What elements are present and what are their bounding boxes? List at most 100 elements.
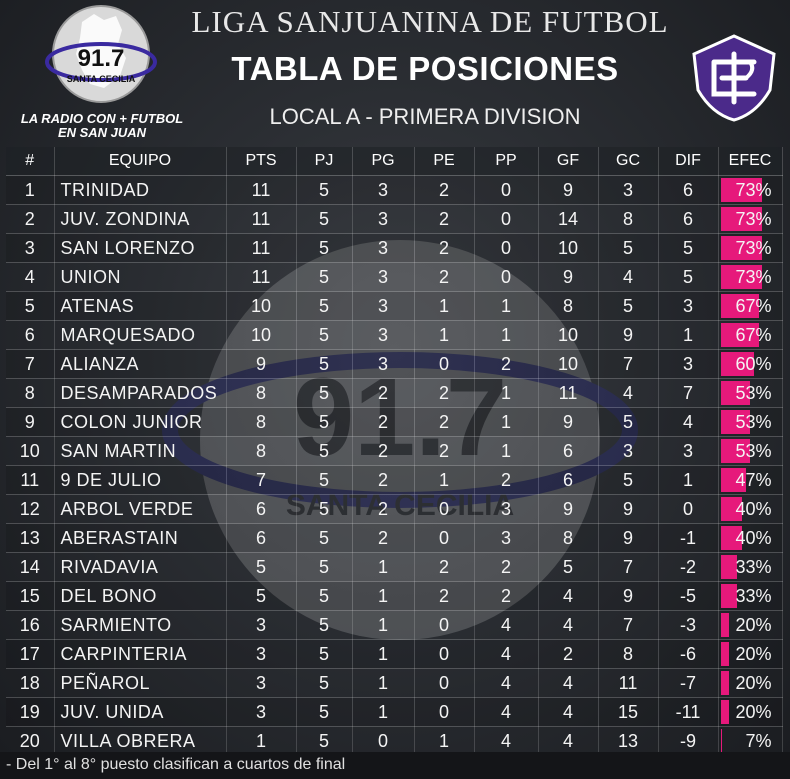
cell-efec: 73% xyxy=(718,175,783,205)
cell-pj: 5 xyxy=(296,552,353,582)
cell-efec: 20% xyxy=(718,668,783,698)
table-row: 13 ABERASTAIN 6 5 2 0 3 8 9 -1 40% xyxy=(6,523,783,553)
table-row: 9 COLON JUNIOR 8 5 2 2 1 9 5 4 53% xyxy=(6,407,783,437)
table-row: 12 ARBOL VERDE 6 5 2 0 3 9 9 0 40% xyxy=(6,494,783,524)
cell-pts: 11 xyxy=(226,175,297,205)
cell-gc: 9 xyxy=(598,320,659,350)
cell-dif: 5 xyxy=(658,262,719,292)
cell-gc: 5 xyxy=(598,291,659,321)
cell-pe: 0 xyxy=(414,610,475,640)
cell-gf: 10 xyxy=(538,233,599,263)
cell-team: VILLA OBRERA xyxy=(54,726,227,756)
cell-team: ARBOL VERDE xyxy=(54,494,227,524)
cell-gf: 9 xyxy=(538,175,599,205)
cell-dif: 6 xyxy=(658,204,719,234)
cell-pp: 4 xyxy=(474,668,539,698)
cell-efec: 67% xyxy=(718,320,783,350)
cell-pos: 13 xyxy=(6,523,55,553)
efec-value: 40% xyxy=(735,527,772,548)
efec-value: 20% xyxy=(735,614,772,635)
cell-gc: 8 xyxy=(598,639,659,669)
cell-pj: 5 xyxy=(296,407,353,437)
efec-value: 53% xyxy=(735,411,772,432)
cell-pg: 2 xyxy=(352,378,415,408)
cell-pj: 5 xyxy=(296,697,353,727)
table-row: 14 RIVADAVIA 5 5 1 2 2 5 7 -2 33% xyxy=(6,552,783,582)
efec-bar xyxy=(720,497,742,521)
page-title: TABLA DE POSICIONES xyxy=(231,50,619,87)
cell-pe: 2 xyxy=(414,378,475,408)
cell-pg: 2 xyxy=(352,436,415,466)
cell-pts: 6 xyxy=(226,523,297,553)
cell-dif: 4 xyxy=(658,407,719,437)
cell-pts: 11 xyxy=(226,204,297,234)
efec-bar xyxy=(720,671,730,695)
cell-pts: 3 xyxy=(226,668,297,698)
table-row: 10 SAN MARTIN 8 5 2 2 1 6 3 3 53% xyxy=(6,436,783,466)
cell-pe: 0 xyxy=(414,523,475,553)
cell-gc: 5 xyxy=(598,465,659,495)
cell-pts: 11 xyxy=(226,233,297,263)
cell-pp: 3 xyxy=(474,494,539,524)
cell-pg: 1 xyxy=(352,639,415,669)
cell-pts: 11 xyxy=(226,262,297,292)
efec-value: 67% xyxy=(735,295,772,316)
cell-pos: 1 xyxy=(6,175,55,205)
cell-efec: 20% xyxy=(718,697,783,727)
cell-pj: 5 xyxy=(296,581,353,611)
cell-gf: 8 xyxy=(538,523,599,553)
efec-bar xyxy=(720,410,750,434)
cell-efec: 73% xyxy=(718,233,783,263)
radio-logo: 91.7 SANTA CECILIA xyxy=(45,5,157,103)
cell-pp: 3 xyxy=(474,523,539,553)
cell-gc: 8 xyxy=(598,204,659,234)
cell-team: RIVADAVIA xyxy=(54,552,227,582)
cell-pos: 6 xyxy=(6,320,55,350)
efec-value: 67% xyxy=(735,324,772,345)
cell-pts: 3 xyxy=(226,697,297,727)
cell-dif: -11 xyxy=(658,697,719,727)
cell-pos: 12 xyxy=(6,494,55,524)
column-header: PE xyxy=(414,147,475,176)
cell-efec: 73% xyxy=(718,204,783,234)
table-row: 8 DESAMPARADOS 8 5 2 2 1 11 4 7 53% xyxy=(6,378,783,408)
efec-value: 20% xyxy=(735,643,772,664)
cell-gc: 7 xyxy=(598,610,659,640)
cell-pos: 8 xyxy=(6,378,55,408)
standings-body: 1 TRINIDAD 11 5 3 2 0 9 3 6 73% 2 JUV. ZONDINA 11 5 3 2 0… xyxy=(6,175,783,756)
cell-pj: 5 xyxy=(296,494,353,524)
cell-pp: 2 xyxy=(474,465,539,495)
cell-pj: 5 xyxy=(296,436,353,466)
cell-pg: 1 xyxy=(352,581,415,611)
cell-pos: 11 xyxy=(6,465,55,495)
cell-gf: 6 xyxy=(538,436,599,466)
cell-dif: -7 xyxy=(658,668,719,698)
cell-pts: 7 xyxy=(226,465,297,495)
cell-dif: 7 xyxy=(658,378,719,408)
efec-value: 33% xyxy=(735,585,772,606)
cell-pts: 10 xyxy=(226,291,297,321)
cell-gf: 4 xyxy=(538,581,599,611)
cell-gf: 9 xyxy=(538,494,599,524)
cell-dif: -3 xyxy=(658,610,719,640)
efec-value: 73% xyxy=(735,179,772,200)
cell-team: UNION xyxy=(54,262,227,292)
cell-gc: 3 xyxy=(598,175,659,205)
cell-gc: 9 xyxy=(598,581,659,611)
cell-pg: 0 xyxy=(352,726,415,756)
table-row: 17 CARPINTERIA 3 5 1 0 4 2 8 -6 20% xyxy=(6,639,783,669)
cell-team: 9 DE JULIO xyxy=(54,465,227,495)
cell-pp: 1 xyxy=(474,291,539,321)
column-header: DIF xyxy=(658,147,719,176)
cell-pp: 0 xyxy=(474,175,539,205)
cell-pg: 3 xyxy=(352,291,415,321)
efec-bar xyxy=(720,526,742,550)
radio-tagline-line1: LA RADIO CON + FUTBOL xyxy=(20,111,184,126)
cell-pg: 3 xyxy=(352,233,415,263)
cell-pg: 1 xyxy=(352,552,415,582)
cell-dif: 1 xyxy=(658,465,719,495)
cell-team: MARQUESADO xyxy=(54,320,227,350)
table-row: 5 ATENAS 10 5 3 1 1 8 5 3 67% xyxy=(6,291,783,321)
cell-pos: 19 xyxy=(6,697,55,727)
cell-gc: 9 xyxy=(598,494,659,524)
